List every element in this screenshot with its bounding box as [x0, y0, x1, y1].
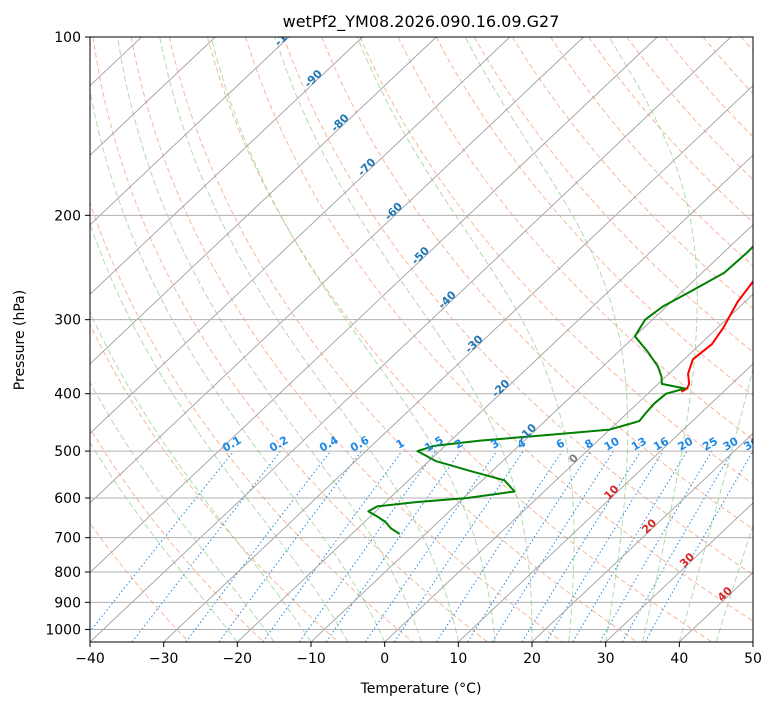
dry-adiabat — [435, 37, 753, 397]
x-tick-label: −20 — [223, 651, 253, 667]
moist-adiabat — [90, 222, 349, 642]
dry-adiabat — [283, 37, 753, 576]
isotherm-lines — [90, 37, 753, 642]
isotherm-line — [90, 37, 437, 365]
x-tick-label: −30 — [149, 651, 179, 667]
dry-adiabat — [168, 37, 638, 642]
dry-adiabat — [92, 37, 488, 642]
mixing-ratio-line — [218, 450, 362, 642]
isotherm-line — [605, 502, 753, 642]
mixing-ratio-line — [262, 450, 403, 642]
mixing-ratio-line — [545, 450, 664, 642]
isotherm-line — [90, 37, 732, 642]
y-tick-label: 900 — [54, 595, 81, 611]
isotherm-line — [90, 37, 511, 434]
moist-adiabat — [117, 37, 422, 642]
mixing-ratio-line — [90, 450, 235, 633]
dry-adiabat — [206, 37, 712, 642]
dry-adiabat — [130, 37, 563, 642]
moist-adiabat — [210, 37, 496, 642]
x-axis: −40 −30 −20 −10 0 10 20 30 40 50 — [75, 642, 762, 667]
moist-adiabat — [274, 37, 533, 642]
x-tick-label: 10 — [449, 651, 467, 667]
dry-adiabat — [90, 427, 264, 642]
sounding-series — [367, 245, 753, 535]
y-tick-label: 800 — [54, 565, 81, 581]
isotherm-line — [163, 85, 753, 642]
dry-adiabat — [397, 37, 753, 441]
moist-adiabat — [464, 37, 629, 642]
dry-adiabat — [512, 37, 753, 310]
mixing-ratio-label: 36 — [741, 434, 761, 453]
y-tick-label: 100 — [54, 30, 81, 46]
mixing-ratio-line — [185, 450, 331, 642]
isotherm-line — [90, 37, 658, 574]
x-tick-label: 50 — [744, 651, 762, 667]
y-tick-label: 400 — [54, 387, 81, 403]
mixing-ratio-line — [325, 450, 462, 642]
y-tick-label: 700 — [54, 531, 81, 547]
mixing-ratio-line — [521, 450, 642, 642]
temperature-line — [680, 279, 753, 393]
isotherm-line — [384, 293, 753, 642]
isotherm-line — [237, 154, 753, 642]
y-tick-label: 600 — [54, 491, 81, 507]
x-tick-label: 40 — [670, 651, 688, 667]
moist-adiabat — [159, 37, 459, 642]
dry-adiabat — [90, 323, 339, 642]
isotherm-line — [90, 37, 290, 226]
mixing-ratio-line — [467, 450, 592, 642]
isotherm-line — [458, 363, 753, 642]
moist-adiabat — [90, 87, 386, 642]
plot-frame — [89, 36, 754, 643]
isotherm-label: -100 — [272, 20, 301, 49]
x-tick-label: 0 — [380, 651, 389, 667]
moist-adiabat — [608, 37, 698, 642]
x-tick-label: −10 — [296, 651, 326, 667]
y-tick-label: 500 — [54, 444, 81, 460]
moist-adiabat — [356, 37, 575, 642]
y-axis-label: Pressure (hPa) — [12, 290, 28, 390]
x-tick-label: 30 — [597, 651, 615, 667]
y-tick-label: 1000 — [45, 622, 81, 638]
moist-adiabat — [90, 310, 312, 642]
x-axis-label: Temperature (°C) — [360, 681, 482, 697]
mixing-ratio-line — [364, 450, 498, 642]
background-lines — [90, 37, 753, 642]
x-tick-label: 20 — [523, 651, 541, 667]
y-axis: 1000 900 800 700 600 500 400 300 200 100 — [45, 30, 90, 638]
y-tick-label: 300 — [54, 313, 81, 329]
isotherm-line — [90, 37, 216, 156]
chart-title: wetPf2_YM08.2026.090.16.09.G27 — [283, 12, 560, 32]
mixing-ratio-line — [298, 450, 437, 642]
isotherm-line — [531, 432, 753, 642]
dry-adiabat — [473, 37, 753, 353]
mixing-ratio-line — [435, 450, 563, 642]
dewpoint-line — [367, 245, 753, 535]
pressure-gridlines — [90, 37, 753, 630]
isotherm-line — [90, 37, 584, 504]
y-tick-label: 200 — [54, 208, 81, 224]
isotherm-line — [90, 37, 363, 295]
isotherm-line — [310, 224, 753, 642]
x-tick-label: −40 — [75, 651, 105, 667]
dry-adiabat — [245, 37, 753, 622]
